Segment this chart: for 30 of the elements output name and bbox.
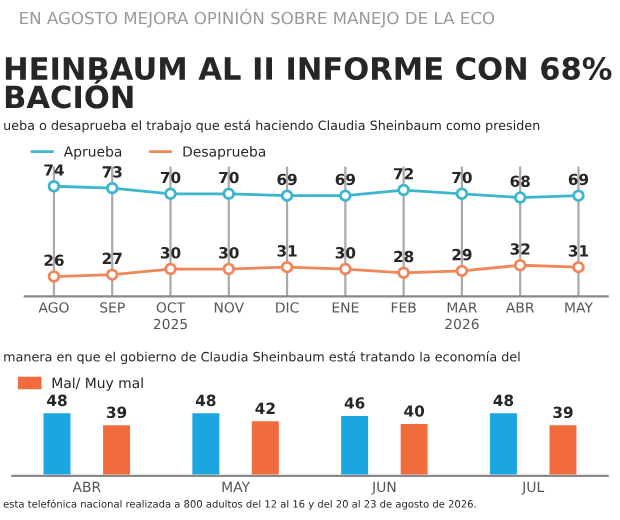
point bbox=[105, 268, 119, 281]
point bbox=[47, 180, 61, 193]
point bbox=[339, 189, 352, 202]
bar bbox=[249, 418, 282, 476]
bar bbox=[189, 410, 223, 476]
point bbox=[513, 191, 527, 204]
point bbox=[222, 262, 236, 276]
point bbox=[164, 187, 177, 201]
bar bbox=[40, 410, 74, 476]
point bbox=[513, 259, 527, 272]
point bbox=[572, 260, 585, 274]
point bbox=[572, 189, 585, 202]
bar bbox=[100, 422, 133, 476]
point bbox=[455, 264, 469, 278]
point bbox=[339, 262, 352, 276]
point bbox=[397, 183, 410, 197]
point bbox=[164, 262, 177, 276]
point bbox=[105, 181, 119, 195]
bar bbox=[487, 410, 520, 476]
point bbox=[222, 187, 236, 201]
text: EN AGOSTO MEJORA OPINIÓN SOBRE MANEJO DE LA ECO bbox=[20, 8, 495, 28]
bar bbox=[546, 422, 580, 476]
bar bbox=[397, 421, 431, 476]
point bbox=[280, 189, 294, 202]
point bbox=[47, 270, 61, 283]
chart-title: HEINBAUM AL II INFORME CON 68% BACIÓN bbox=[5, 56, 612, 109]
point bbox=[397, 266, 410, 280]
point bbox=[280, 260, 294, 274]
point bbox=[455, 187, 469, 201]
bar bbox=[338, 413, 371, 476]
